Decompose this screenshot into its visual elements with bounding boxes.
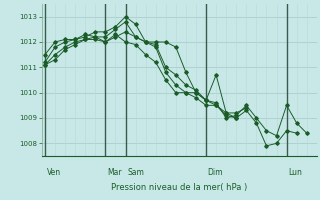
Text: Dim: Dim — [208, 168, 223, 177]
Text: Pression niveau de la mer( hPa ): Pression niveau de la mer( hPa ) — [111, 183, 247, 192]
Text: Sam: Sam — [127, 168, 144, 177]
Text: Lun: Lun — [288, 168, 302, 177]
Text: Ven: Ven — [47, 168, 61, 177]
Text: Mar: Mar — [107, 168, 122, 177]
